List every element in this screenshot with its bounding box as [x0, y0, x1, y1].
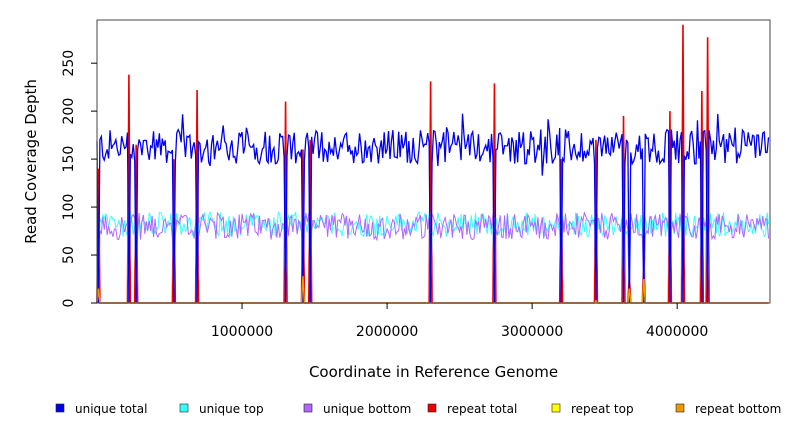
y-tick-label: 100: [61, 194, 77, 221]
y-tick-label: 0: [61, 299, 77, 308]
legend-label-unique-top: unique top: [199, 402, 264, 416]
x-axis-title: Coordinate in Reference Genome: [309, 363, 558, 381]
series-line-unique-top: [96, 210, 770, 304]
x-tick-label: 3000000: [501, 324, 563, 340]
series-line-unique-total: [96, 113, 770, 304]
x-tick-label: 1000000: [211, 324, 273, 340]
plot-frame: [96, 19, 771, 304]
y-axis-title: Read Coverage Depth: [22, 79, 40, 244]
legend-label-repeat-bottom: repeat bottom: [695, 402, 781, 416]
legend-label-unique-bottom: unique bottom: [323, 402, 411, 416]
y-tick-label: 50: [61, 246, 77, 264]
y-tick-label: 250: [61, 50, 77, 77]
x-tick-label: 2000000: [356, 324, 418, 340]
legend-swatch-unique-top: [179, 403, 189, 413]
y-tick-label: 200: [61, 98, 77, 125]
legend-swatch-repeat-top: [551, 403, 561, 413]
legend-swatch-unique-bottom: [303, 403, 313, 413]
legend-swatch-repeat-total: [427, 403, 437, 413]
legend-label-unique-total: unique total: [75, 402, 147, 416]
legend-swatch-unique-total: [55, 403, 65, 413]
legend-swatch-repeat-bottom: [675, 403, 685, 413]
y-tick-label: 150: [61, 146, 77, 173]
legend-label-repeat-top: repeat top: [571, 402, 634, 416]
legend-label-repeat-total: repeat total: [447, 402, 517, 416]
legend: unique total unique top unique bottom repea…: [55, 402, 781, 416]
x-tick-label: 4000000: [646, 324, 708, 340]
axis-layer: 1000000 2000000 3000000 4000000 0 50 100 150 200…: [61, 50, 708, 340]
series-layer: [96, 24, 770, 304]
series-line-unique-bottom: [96, 211, 770, 304]
